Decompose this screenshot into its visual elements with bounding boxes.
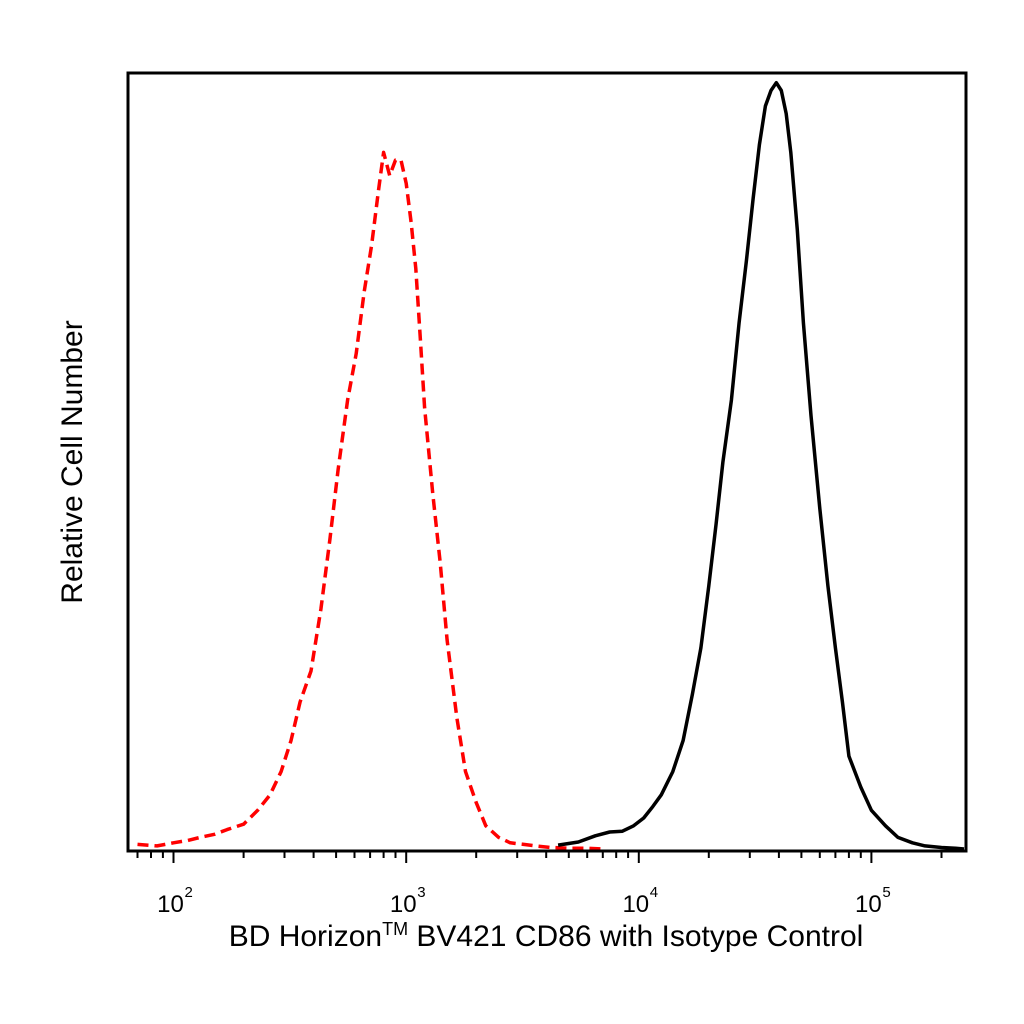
x-tick-label: 10 2 [157, 884, 193, 918]
x-tick-label-base: 10 [390, 891, 417, 918]
x-axis-label-main: BD Horizon [229, 920, 382, 953]
x-tick-label-exponent: 4 [650, 884, 658, 901]
x-tick-label-base: 10 [622, 891, 649, 918]
x-tick-label: 10 4 [622, 884, 658, 918]
trademark-mark: TM [382, 919, 408, 939]
x-tick-label-base: 10 [855, 891, 882, 918]
x-axis-label-rest: BV421 CD86 with Isotype Control [408, 920, 863, 953]
isotype-control-histogram-line [137, 150, 603, 851]
x-axis-tick-labels: 10 2 10 3 10 4 10 5 [157, 884, 891, 918]
x-tick-label: 10 3 [390, 884, 426, 918]
x-tick-label-base: 10 [157, 891, 184, 918]
x-tick-label-exponent: 3 [417, 884, 425, 901]
x-axis-label: BD HorizonTM BV421 CD86 with Isotype Con… [229, 919, 864, 953]
x-tick-label-exponent: 5 [882, 884, 890, 901]
cd86-histogram-line [557, 80, 965, 851]
y-axis-label: Relative Cell Number [56, 320, 89, 603]
x-tick-label-exponent: 2 [185, 884, 193, 901]
x-tick-label: 10 5 [855, 884, 891, 918]
series-layer [137, 80, 965, 851]
x-axis-ticks [136, 851, 943, 863]
